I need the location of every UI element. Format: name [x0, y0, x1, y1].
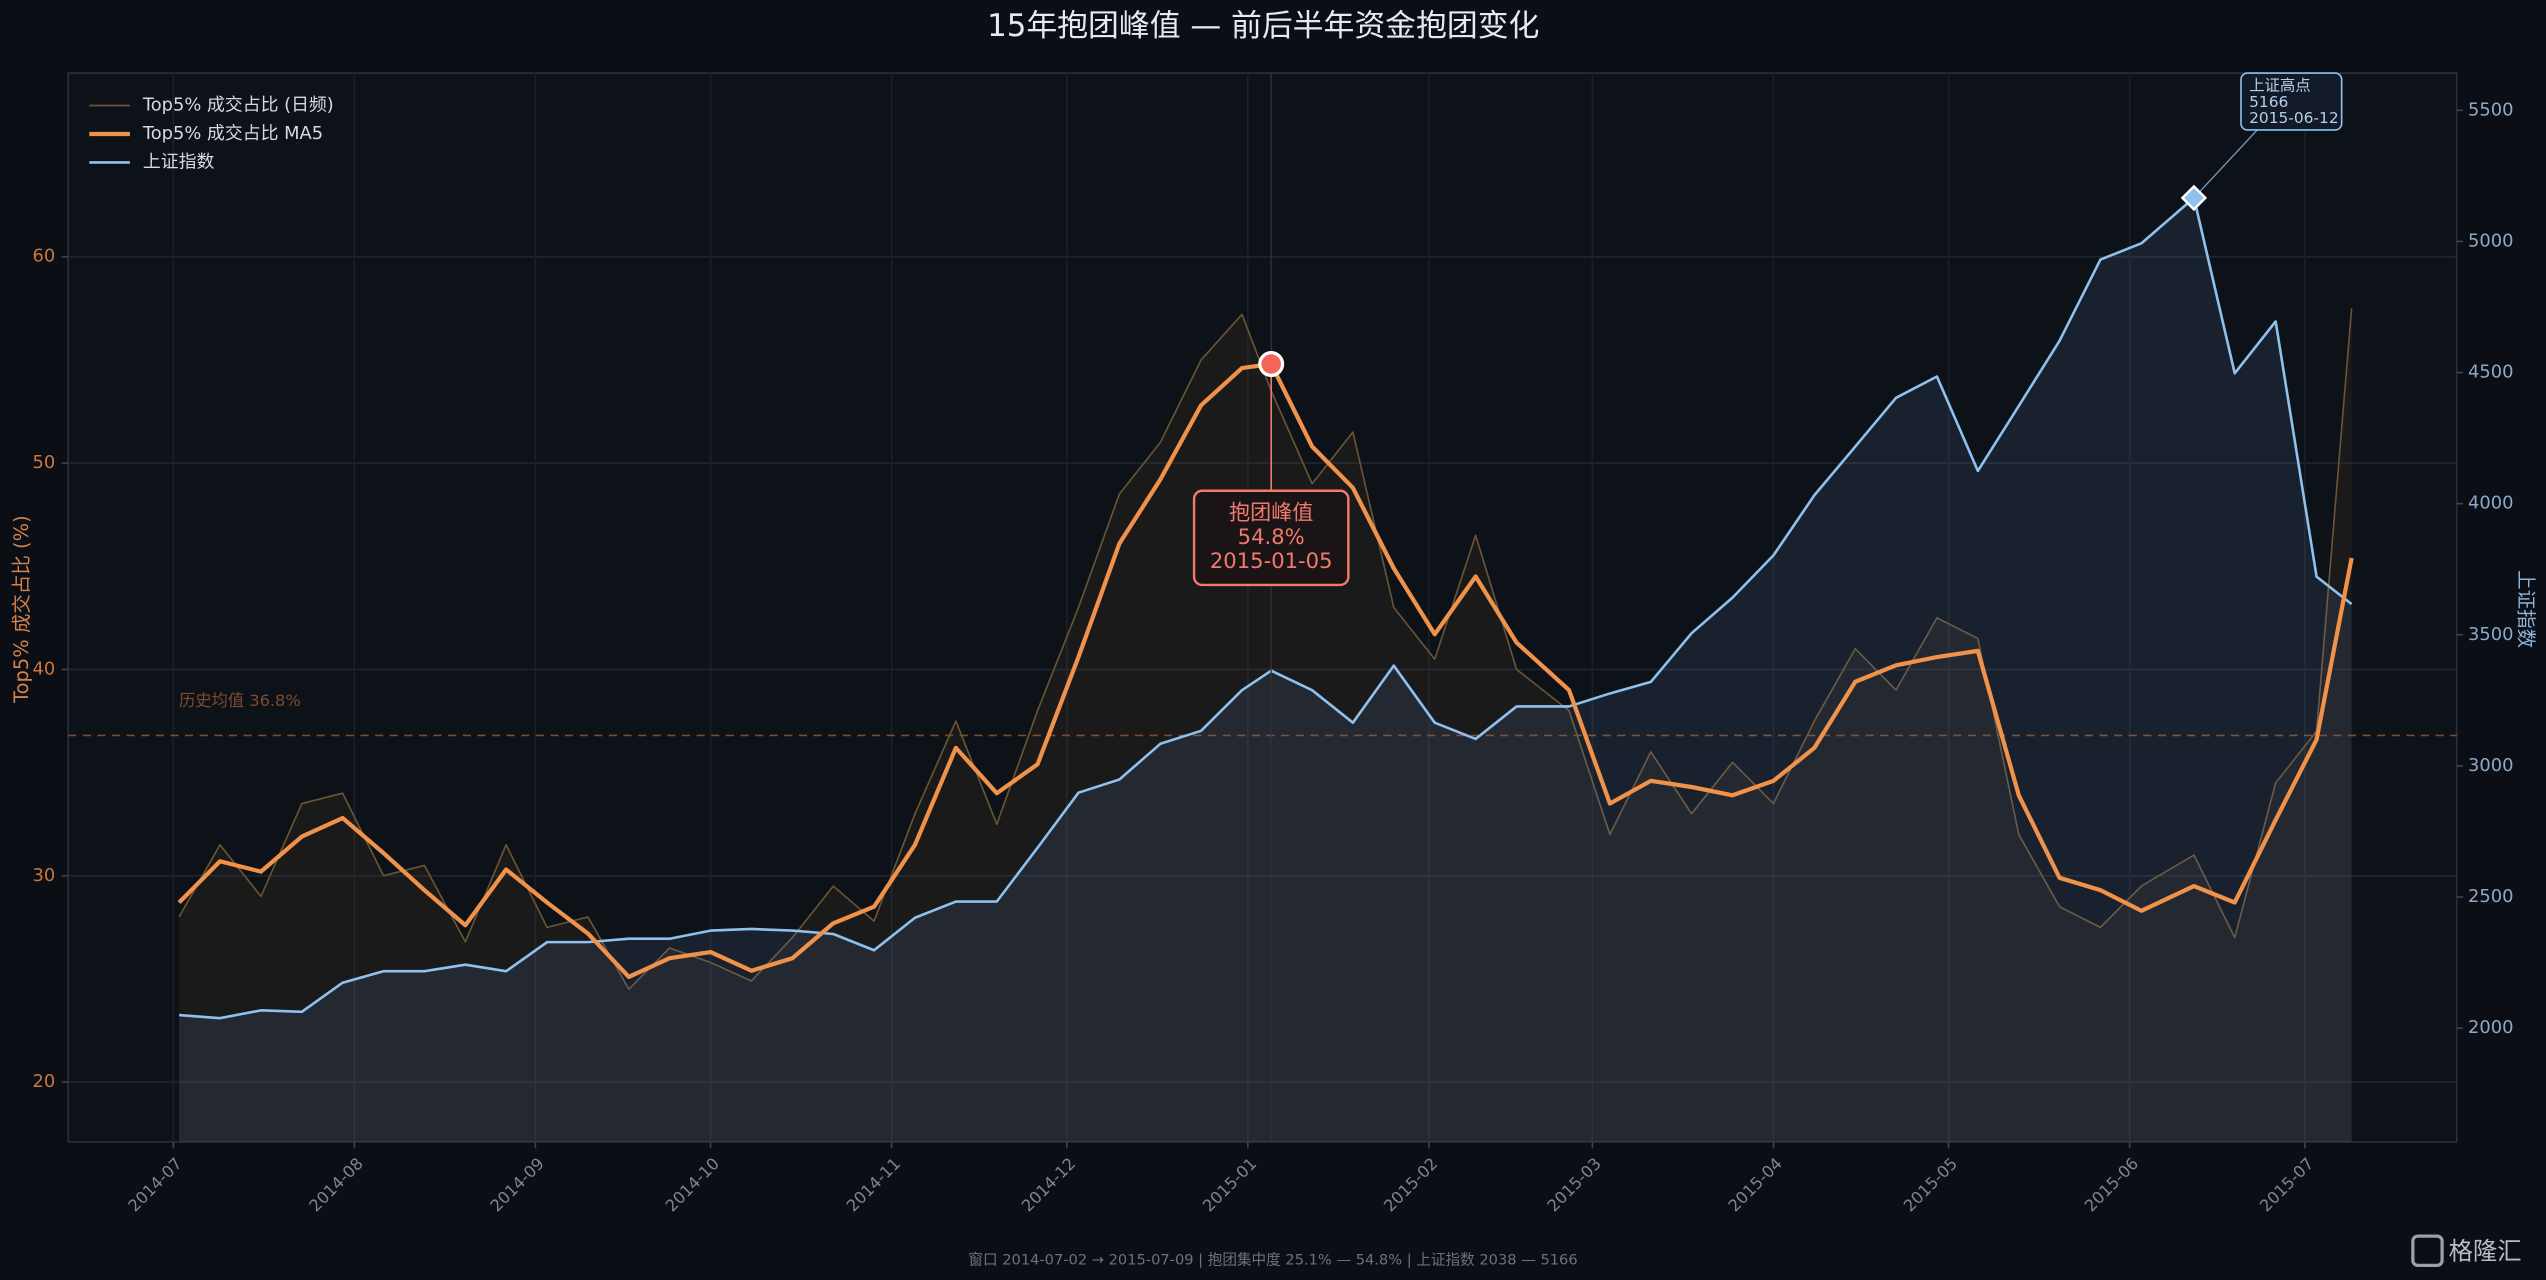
annotation-box — [1192, 489, 1350, 587]
y-tick-label: 20 — [32, 1071, 55, 1092]
y2-axis-label: 上证指数 — [2514, 570, 2537, 648]
series-line — [178, 196, 2353, 1020]
y2-tick-label: 3500 — [2468, 624, 2513, 645]
y2-tick-label: 4500 — [2468, 362, 2513, 383]
y2-tick-label: 2500 — [2468, 886, 2513, 907]
annotation-marker — [1258, 351, 1285, 378]
annotation-text: 2015-06-12 — [2249, 109, 2339, 127]
y-tick-label: 60 — [32, 246, 55, 267]
series-line — [177, 361, 2354, 980]
series-area — [179, 308, 2352, 1142]
annotation-text: 上证高点 — [2249, 77, 2311, 95]
chart-title: 15年抱团峰值 — 前后半年资金抱团变化 — [987, 8, 1539, 44]
y-tick-label: 40 — [32, 658, 55, 679]
legend-label: Top5% 成交占比 MA5 — [142, 123, 323, 144]
annotation-connector — [2193, 129, 2258, 199]
series-area — [179, 197, 2352, 1142]
legend-label: 上证指数 — [143, 151, 215, 172]
legend-label: Top5% 成交占比 (日频) — [142, 95, 334, 116]
annotation-text: 54.8% — [1238, 524, 1305, 549]
footer: 窗口 2014-07-02 → 2015-07-09 | 抱团集中度 25.1%… — [968, 1251, 1577, 1269]
y-tick-label: 30 — [32, 865, 55, 886]
watermark-logo — [2411, 1234, 2444, 1268]
mean-line-label: 历史均值 36.8% — [179, 691, 301, 710]
y2-tick-label: 5500 — [2468, 99, 2513, 120]
annotation-text: 2015-01-05 — [1210, 548, 1333, 573]
y2-tick-label: 4000 — [2468, 493, 2513, 514]
annotation-marker — [2180, 184, 2208, 212]
watermark: 格隆汇 — [2449, 1236, 2522, 1265]
annotation-text: 5166 — [2249, 93, 2288, 111]
y2-tick-label: 5000 — [2468, 230, 2513, 251]
y2-tick-label: 2000 — [2468, 1017, 2513, 1038]
y-tick-label: 50 — [32, 452, 55, 473]
y2-tick-label: 3000 — [2468, 755, 2513, 776]
annotation-text: 抱团峰值 — [1229, 499, 1313, 524]
y-axis-label: Top5% 成交占比 (%) — [10, 515, 33, 704]
annotation-box — [2240, 72, 2343, 131]
